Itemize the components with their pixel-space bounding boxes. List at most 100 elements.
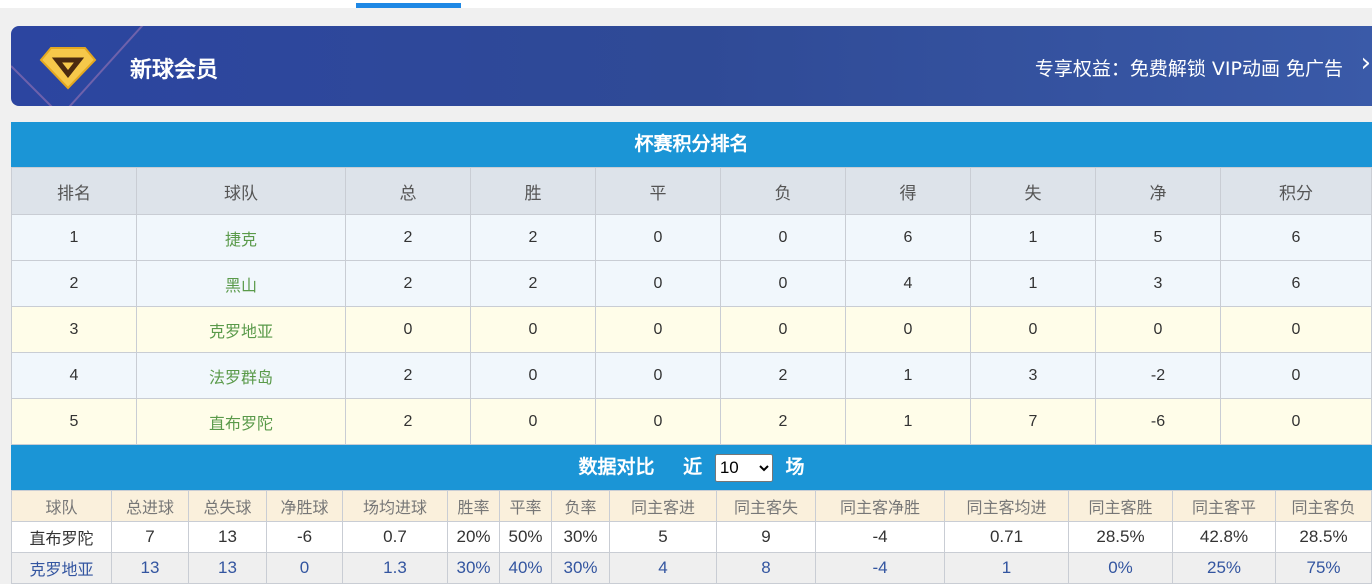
team-link[interactable]: 黑山 — [136, 260, 346, 307]
standings-title: 杯赛积分排名 — [11, 122, 1372, 167]
cell: 3 — [970, 352, 1096, 399]
compare-header: 总进球 — [111, 490, 189, 522]
team-link[interactable]: 法罗群岛 — [136, 352, 346, 399]
compare-header: 负率 — [551, 490, 610, 522]
cell: 1 — [970, 214, 1096, 261]
compare-header: 胜率 — [447, 490, 500, 522]
cell: 30% — [551, 552, 610, 584]
cell: 50% — [499, 521, 552, 553]
cell: 7 — [970, 398, 1096, 445]
cell: 5 — [1095, 214, 1221, 261]
cell: 2 — [11, 260, 137, 307]
cell: -4 — [815, 552, 945, 584]
table-row: 直布罗陀 7 13 -6 0.7 20% 50% 30% 5 9 -4 0.71 28.5% 42.8% 2… — [11, 521, 1372, 553]
cell: 1 — [970, 260, 1096, 307]
team-link[interactable]: 捷克 — [136, 214, 346, 261]
standings-header: 失 — [970, 167, 1096, 215]
cell: 28.5% — [1275, 521, 1372, 553]
cell: 2 — [720, 398, 846, 445]
compare-table: 球队 总进球 总失球 净胜球 场均进球 胜率 平率 负率 同主客进 同主客失 同主客净胜 同主客均进同… — [11, 490, 1372, 584]
active-tab-indicator — [356, 3, 461, 8]
cell: 2 — [345, 214, 471, 261]
cell: -4 — [815, 521, 945, 553]
cell: 0 — [720, 306, 846, 353]
cell: 13 — [188, 521, 267, 553]
cell: 0 — [595, 260, 721, 307]
cell: 0.7 — [342, 521, 448, 553]
compare-header: 净胜球 — [266, 490, 343, 522]
cell: 9 — [716, 521, 816, 553]
table-row: 1 捷克 2 2 0 0 6 1 5 6 — [11, 214, 1372, 261]
standings-header: 平 — [595, 167, 721, 215]
compare-header: 球队 — [11, 490, 112, 522]
cell: 1 — [944, 552, 1069, 584]
top-nav — [0, 0, 1372, 8]
cell: 0 — [345, 306, 471, 353]
cell: 0 — [970, 306, 1096, 353]
cell: 0 — [720, 214, 846, 261]
team-link[interactable]: 直布罗陀 — [136, 398, 346, 445]
standings-header: 总 — [345, 167, 471, 215]
vip-title: 新球会员 — [130, 58, 219, 83]
cell: 0 — [266, 552, 343, 584]
cell: 6 — [845, 214, 971, 261]
cell: 0% — [1068, 552, 1173, 584]
cell: 0 — [470, 352, 596, 399]
compare-header: 平率 — [499, 490, 552, 522]
cell: 0 — [1220, 398, 1372, 445]
cell: 0 — [1095, 306, 1221, 353]
team-link[interactable]: 克罗地亚 — [136, 306, 346, 353]
cell: 4 — [609, 552, 717, 584]
cell: 0.71 — [944, 521, 1069, 553]
matches-label: 场 — [785, 456, 805, 478]
standings-table: 排名 球队总胜平负得失净积分 1 捷克 2 2 0 0 6 1 5 6 2 黑山 2 2 0 0 4 1 3 6 3 克罗地… — [11, 167, 1372, 445]
cell: 30% — [551, 521, 610, 553]
compare-bar: 数据对比 近 10 场 — [11, 445, 1372, 490]
cell: -6 — [1095, 398, 1221, 445]
table-row: 克罗地亚 13 13 0 1.3 30% 40% 30% 4 8 -4 1 0% 25% 75% — [11, 552, 1372, 584]
cell: 3 — [11, 306, 137, 353]
compare-title: 数据对比 — [578, 456, 655, 478]
cell: 13 — [111, 552, 189, 584]
vip-perk-text: 专享权益：免费解锁 VIP动画 免广告 — [1034, 58, 1343, 80]
compare-header: 同主客净胜 — [815, 490, 945, 522]
cell: 1 — [845, 398, 971, 445]
cell: 20% — [447, 521, 500, 553]
cell: 1 — [11, 214, 137, 261]
chevron-right-icon[interactable]: › — [1360, 48, 1371, 78]
compare-header: 同主客进 — [609, 490, 717, 522]
vip-banner[interactable]: 新球会员 专享权益：免费解锁 VIP动画 免广告 › — [11, 26, 1372, 106]
team-name: 直布罗陀 — [11, 521, 112, 553]
standings-header: 负 — [720, 167, 846, 215]
cell: 40% — [499, 552, 552, 584]
team-name: 克罗地亚 — [11, 552, 112, 584]
cell: 13 — [188, 552, 267, 584]
compare-header: 同主客失 — [716, 490, 816, 522]
table-row: 5 直布罗陀 2 0 0 2 1 7 -6 0 — [11, 398, 1372, 445]
compare-header: 同主客均进 — [944, 490, 1069, 522]
cell: 0 — [595, 398, 721, 445]
cell: 0 — [1220, 306, 1372, 353]
standings-header: 排名 — [11, 167, 137, 215]
cell: 1 — [845, 352, 971, 399]
cell: 4 — [11, 352, 137, 399]
cell: 5 — [609, 521, 717, 553]
compare-header: 同主客平 — [1172, 490, 1276, 522]
cell: 0 — [720, 260, 846, 307]
cell: 1.3 — [342, 552, 448, 584]
cell: 2 — [345, 398, 471, 445]
standings-header: 胜 — [470, 167, 596, 215]
cell: 0 — [470, 306, 596, 353]
cell: 28.5% — [1068, 521, 1173, 553]
cell: 4 — [845, 260, 971, 307]
match-count-select[interactable]: 10 — [714, 453, 773, 482]
cell: 2 — [470, 214, 596, 261]
cell: 0 — [470, 398, 596, 445]
cell: 2 — [345, 260, 471, 307]
cell: 7 — [111, 521, 189, 553]
standings-header: 球队 — [136, 167, 346, 215]
cell: 0 — [595, 306, 721, 353]
cell: 0 — [1220, 352, 1372, 399]
standings-header: 积分 — [1220, 167, 1372, 215]
table-row: 4 法罗群岛 2 0 0 2 1 3 -2 0 — [11, 352, 1372, 399]
